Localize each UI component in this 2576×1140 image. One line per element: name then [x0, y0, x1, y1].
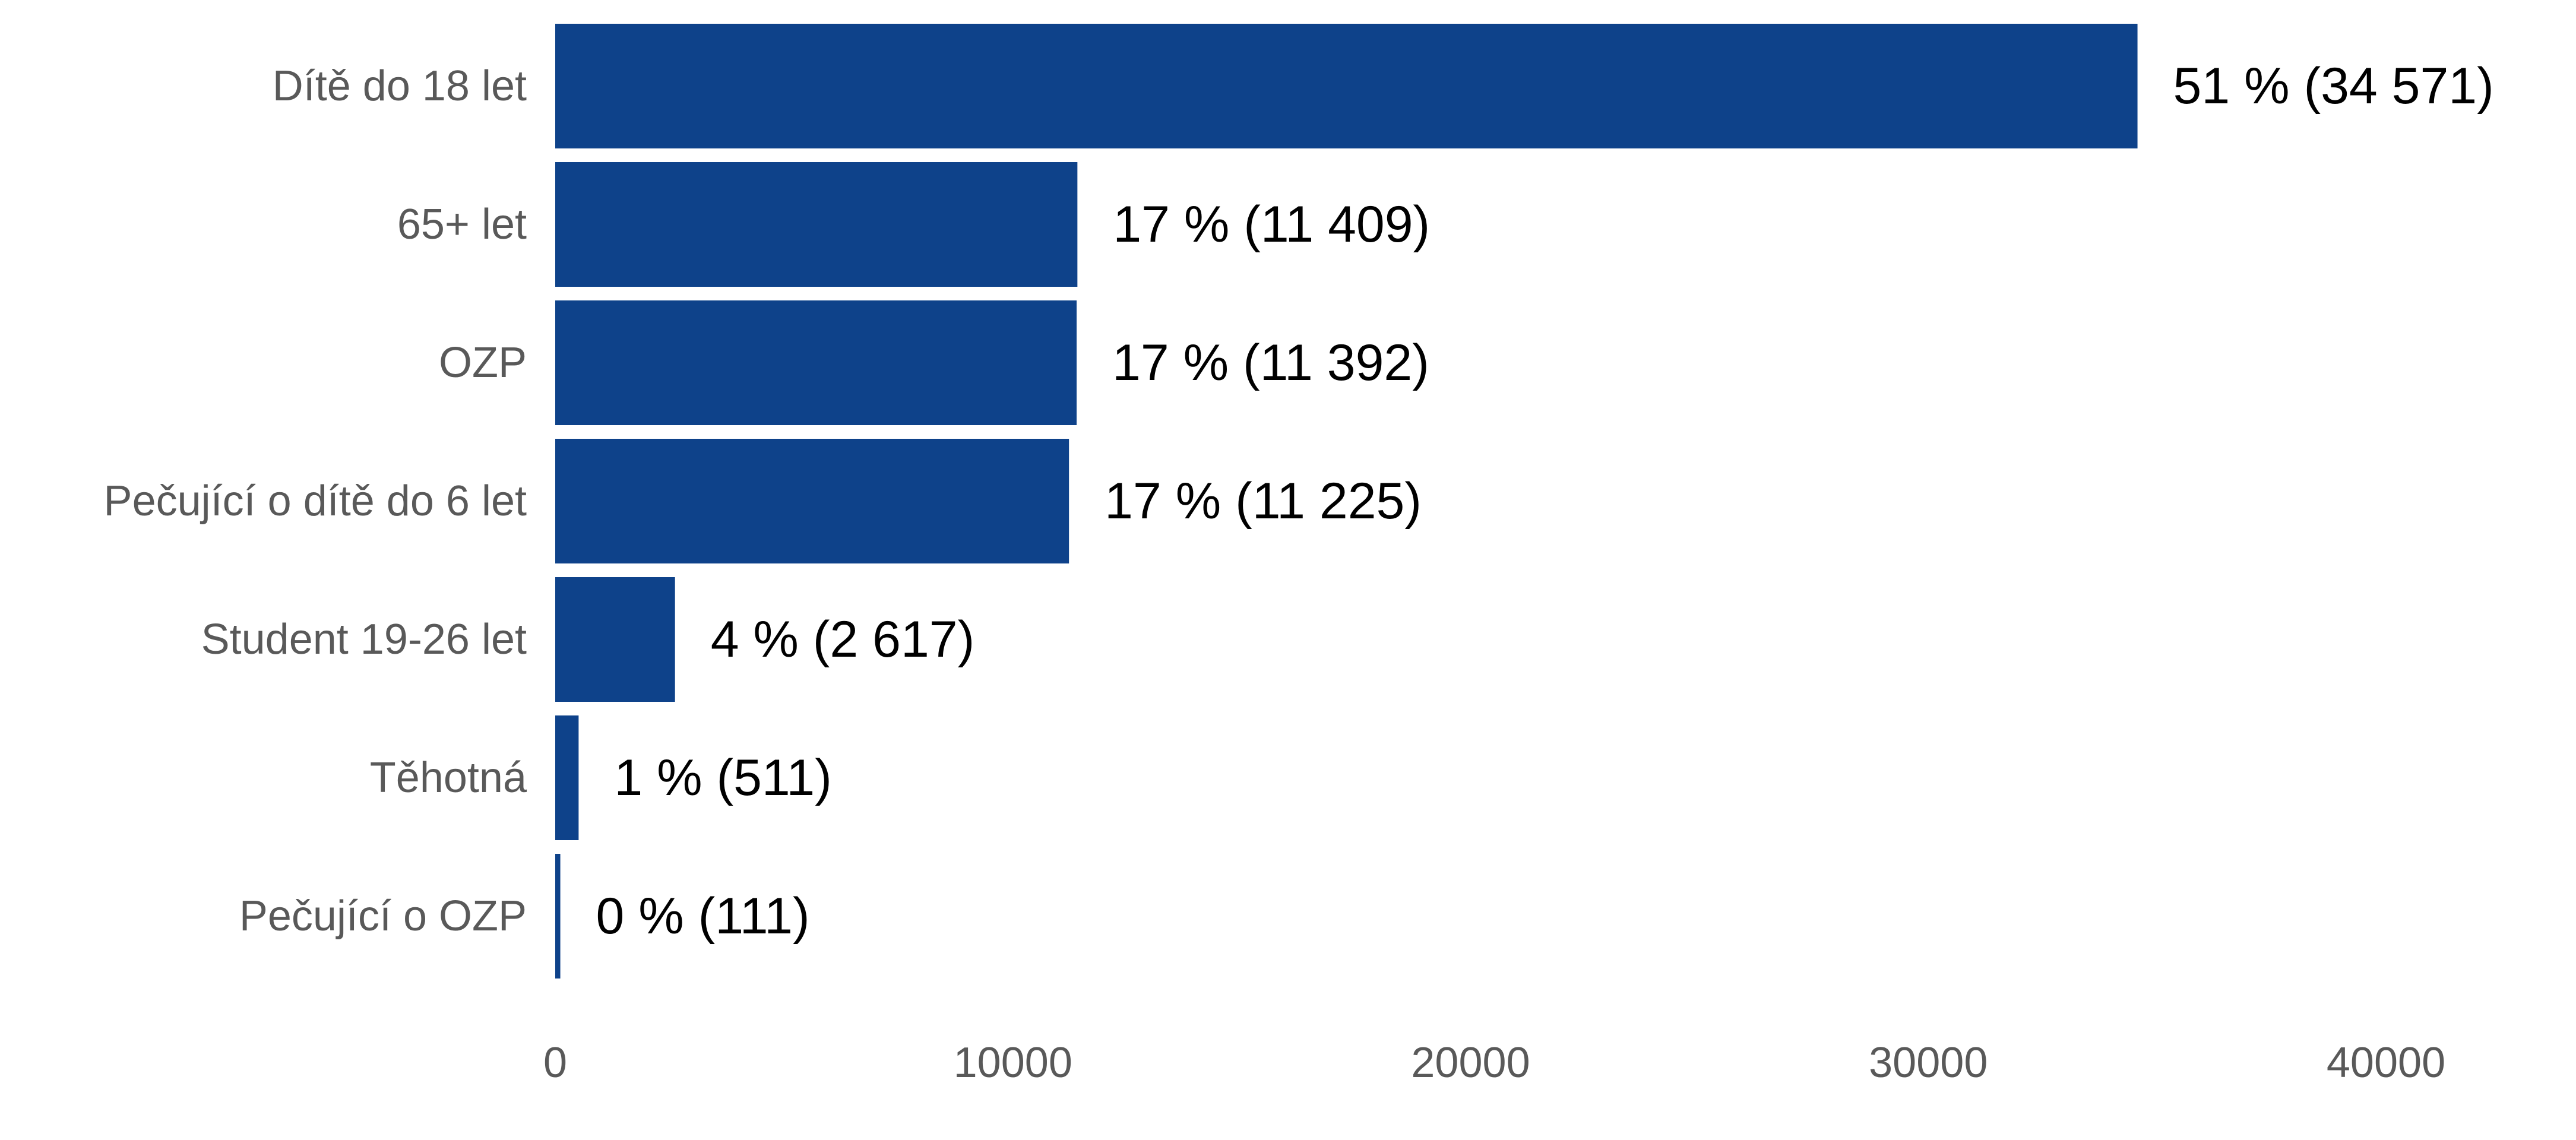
x-tick-label: 30000 [1869, 1039, 1988, 1087]
data-label: 17 % (11 409) [1113, 196, 1430, 253]
category-label: Těhotná [370, 754, 527, 802]
bar-5 [555, 715, 579, 840]
bar-0 [555, 24, 2138, 148]
bars-layer [555, 24, 2138, 978]
category-labels-layer: Dítě do 18 let 65+ let OZP Pečující o dítě … [104, 62, 527, 940]
x-tick-label: 20000 [1411, 1039, 1530, 1087]
data-label: 1 % (511) [614, 749, 831, 806]
bar-3 [555, 439, 1069, 563]
category-label: Pečující o OZP [239, 892, 527, 940]
category-label: OZP [439, 339, 527, 387]
bar-6 [555, 854, 561, 978]
x-tick-label: 0 [543, 1039, 567, 1087]
category-label: 65+ let [397, 201, 527, 248]
category-label: Pečující o dítě do 6 let [104, 477, 527, 525]
data-label: 51 % (34 571) [2173, 58, 2494, 115]
data-label: 17 % (11 392) [1112, 334, 1429, 391]
x-tick-label: 40000 [2327, 1039, 2445, 1087]
category-label: Dítě do 18 let [273, 62, 527, 110]
data-label: 17 % (11 225) [1105, 473, 1422, 530]
data-label: 0 % (111) [596, 888, 810, 945]
bar-2 [555, 300, 1077, 425]
bar-4 [555, 577, 675, 702]
category-label: Student 19-26 let [201, 616, 527, 663]
data-label: 4 % (2 617) [711, 611, 975, 668]
data-labels-layer: 51 % (34 571) 17 % (11 409) 17 % (11 392) 1… [596, 58, 2494, 945]
bar-1 [555, 162, 1078, 287]
x-tick-label: 10000 [954, 1039, 1072, 1087]
x-axis: 0 10000 20000 30000 40000 [543, 1039, 2445, 1087]
